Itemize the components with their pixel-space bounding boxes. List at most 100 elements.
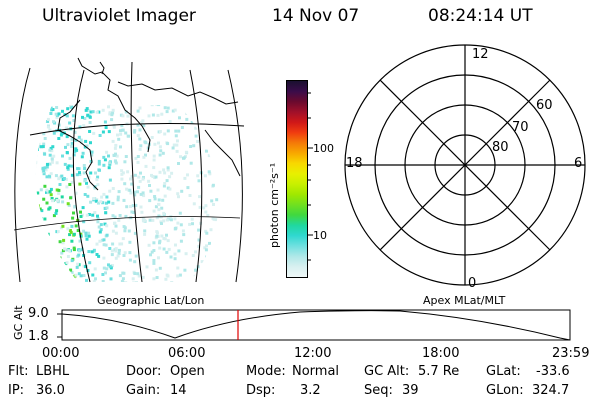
aurora-pixel	[42, 142, 46, 146]
aurora-pixel	[86, 113, 90, 117]
aurora-pixel	[133, 231, 137, 235]
aurora-pixel	[133, 193, 137, 197]
aurora-pixel	[77, 253, 81, 257]
aurora-pixel	[162, 247, 166, 251]
aurora-pixel	[174, 129, 178, 133]
aurora-pixel	[136, 134, 140, 138]
aurora-pixel	[95, 242, 99, 246]
aurora-pixel	[131, 204, 135, 208]
aurora-pixel	[75, 173, 79, 177]
aurora-pixel	[183, 176, 187, 180]
aurora-pixel	[114, 152, 117, 156]
aurora-pixel	[63, 247, 67, 251]
aurora-pixel	[128, 258, 132, 262]
aurora-pixel	[141, 177, 145, 181]
aurora-pixel	[48, 162, 52, 166]
aurora-pixel	[115, 154, 119, 158]
aurora-pixel	[66, 143, 70, 147]
aurora-pixel	[177, 195, 180, 199]
aurora-pixel	[171, 109, 175, 113]
ip-label: IP:	[8, 383, 25, 398]
aurora-pixel	[163, 182, 167, 185]
aurora-pixel	[79, 210, 82, 214]
aurora-pixel	[109, 266, 113, 270]
aurora-pixel	[215, 198, 219, 202]
aurora-pixel	[158, 153, 162, 157]
aurora-pixel	[65, 151, 69, 154]
aurora-pixel	[59, 133, 63, 137]
seq-label: Seq:	[364, 383, 393, 398]
mlt-label-0: 0	[468, 276, 477, 291]
aurora-pixel	[101, 130, 105, 134]
aurora-pixel	[62, 238, 66, 242]
aurora-pixel	[96, 220, 100, 224]
aurora-pixel	[131, 277, 135, 281]
aurora-pixel	[130, 175, 134, 179]
aurora-pixel	[128, 240, 132, 244]
aurora-pixel	[84, 139, 88, 143]
aurora-pixel	[68, 156, 72, 160]
aurora-pixel	[85, 278, 88, 282]
aurora-pixel	[117, 218, 121, 222]
aurora-pixel	[110, 253, 114, 257]
aurora-pixel	[120, 242, 124, 246]
aurora-pixel	[171, 146, 175, 150]
aurora-pixel	[95, 198, 99, 202]
aurora-pixel	[49, 187, 53, 191]
aurora-pixel	[141, 275, 145, 279]
aurora-pixel	[55, 209, 59, 213]
aurora-pixel	[54, 112, 58, 116]
aurora-pixel	[207, 170, 211, 174]
aurora-pixel	[76, 229, 80, 232]
aurora-pixel	[108, 112, 112, 116]
aurora-pixel	[99, 200, 103, 204]
aurora-pixel	[140, 120, 144, 124]
aurora-pixel	[78, 182, 82, 186]
aurora-pixel	[72, 248, 76, 252]
time-tick-0000: 00:00	[42, 346, 80, 361]
aurora-pixel	[102, 155, 106, 159]
aurora-pixel	[112, 105, 116, 106]
aurora-pixel	[180, 189, 184, 193]
aurora-pixel	[145, 265, 149, 269]
gc-alt-axis-label: GC Alt	[12, 305, 25, 340]
aurora-pixel	[70, 141, 74, 145]
aurora-pixel	[133, 129, 137, 133]
aurora-pixel	[147, 114, 151, 118]
glat-value: -33.6	[536, 364, 570, 379]
aurora-pixel	[70, 106, 74, 109]
aurora-pixel	[88, 121, 92, 124]
aurora-pixel	[162, 168, 166, 172]
aurora-pixel	[103, 158, 107, 162]
aurora-pixel	[139, 171, 142, 175]
aurora-pixel	[117, 252, 121, 255]
aurora-pixel	[101, 280, 105, 282]
aurora-pixel	[62, 177, 66, 180]
aurora-pixel	[43, 166, 47, 170]
aurora-pixel	[102, 266, 106, 270]
aurora-pixel	[82, 274, 86, 277]
aurora-pixel	[64, 177, 68, 181]
aurora-pixel	[67, 203, 71, 207]
aurora-pixel	[198, 195, 201, 199]
aurora-pixel	[78, 249, 82, 253]
aurora-pixel	[85, 144, 89, 148]
aurora-pixel	[51, 199, 54, 203]
aurora-pixel	[176, 192, 180, 196]
aurora-pixel	[108, 161, 111, 165]
aurora-pixel	[165, 273, 169, 277]
aurora-pixel	[70, 224, 74, 228]
aurora-pixel	[48, 174, 51, 178]
aurora-pixel	[55, 198, 59, 202]
aurora-pixel	[86, 194, 90, 198]
aurora-pixel	[48, 190, 52, 194]
aurora-pixel	[77, 135, 81, 139]
aurora-pixel	[137, 175, 141, 179]
aurora-pixel	[63, 162, 67, 166]
aurora-pixel	[138, 137, 142, 141]
aurora-pixel	[157, 141, 160, 145]
aurora-pixel	[82, 171, 86, 175]
aurora-pixel	[155, 105, 159, 106]
aurora-pixel	[152, 209, 156, 213]
aurora-pixel	[107, 130, 111, 134]
